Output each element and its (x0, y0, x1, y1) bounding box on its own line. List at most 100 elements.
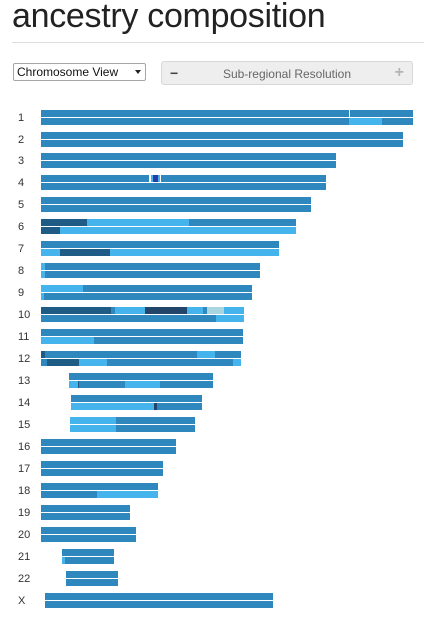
ancestry-segment[interactable] (348, 118, 383, 125)
strand-bottom (41, 183, 326, 190)
chromosome-21[interactable] (62, 549, 114, 565)
chromosome-label: 12 (18, 353, 31, 365)
ancestry-segment[interactable] (77, 381, 80, 388)
ancestry-segment[interactable] (125, 381, 160, 388)
ancestry-segment[interactable] (233, 359, 241, 366)
ancestry-segment[interactable] (79, 359, 107, 366)
ancestry-segment[interactable] (149, 175, 151, 182)
minus-icon[interactable]: − (170, 65, 179, 81)
ancestry-segment[interactable] (41, 337, 94, 344)
chromosome-label: 2 (18, 134, 25, 146)
strand-top (41, 241, 279, 248)
strand-bottom (41, 293, 252, 300)
chromosome-15[interactable] (70, 417, 195, 433)
ancestry-segment[interactable] (197, 351, 215, 358)
ancestry-segment[interactable] (41, 249, 61, 256)
ancestry-segment[interactable] (70, 417, 117, 424)
ancestry-segment[interactable] (187, 307, 204, 314)
strand-bottom (41, 205, 311, 212)
strand-top (41, 285, 252, 292)
chromosome-1[interactable] (41, 110, 413, 126)
strand-top (41, 461, 163, 468)
chromosome-18[interactable] (41, 483, 158, 499)
ancestry-segment[interactable] (60, 249, 110, 256)
chromosome-5[interactable] (41, 197, 311, 213)
chromosome-6[interactable] (41, 219, 296, 235)
chromosome-20[interactable] (41, 527, 136, 543)
ancestry-segment[interactable] (110, 249, 279, 256)
ancestry-segment[interactable] (62, 557, 66, 564)
ancestry-segment[interactable] (41, 227, 61, 234)
chromosome-8[interactable] (41, 263, 260, 279)
chromosome-label: 9 (18, 287, 25, 299)
ancestry-segment[interactable] (150, 175, 153, 182)
chromosome-22[interactable] (66, 571, 118, 587)
strand-bottom (41, 271, 260, 278)
strand-top (41, 351, 241, 358)
ancestry-segment[interactable] (207, 307, 224, 314)
chromosome-11[interactable] (41, 329, 243, 345)
chromosome-9[interactable] (41, 285, 252, 301)
chromosome-label: 19 (18, 507, 31, 519)
ancestry-segment[interactable] (215, 315, 244, 322)
chromosome-10[interactable] (41, 307, 244, 323)
ancestry-segment[interactable] (47, 359, 79, 366)
chromosome-12[interactable] (41, 351, 241, 367)
ancestry-segment[interactable] (60, 227, 296, 234)
resolution-label: Sub-regional Resolution (222, 67, 352, 81)
ancestry-segment[interactable] (348, 110, 351, 117)
ancestry-segment[interactable] (41, 263, 46, 270)
ancestry-segment[interactable] (158, 175, 161, 182)
chromosome-label: 1 (18, 112, 25, 124)
ancestry-segment[interactable] (223, 307, 244, 314)
strand-top (41, 307, 244, 314)
chromosome-2[interactable] (41, 132, 403, 148)
ancestry-segment[interactable] (41, 219, 87, 226)
chromosome-3[interactable] (41, 153, 336, 169)
chromosome-label: 11 (18, 331, 30, 343)
strand-top (41, 329, 243, 336)
chromosome-label: 7 (18, 243, 25, 255)
strand-top (41, 527, 136, 534)
chromosome-19[interactable] (41, 505, 130, 521)
ancestry-segment[interactable] (41, 271, 46, 278)
ancestry-segment[interactable] (115, 307, 145, 314)
title-divider (12, 42, 424, 43)
strand-bottom (66, 579, 118, 586)
ancestry-segment[interactable] (70, 425, 117, 432)
strand-top (41, 110, 413, 117)
ancestry-segment[interactable] (41, 351, 45, 358)
ancestry-segment[interactable] (153, 403, 157, 410)
chevron-down-icon (135, 70, 141, 74)
ancestry-segment[interactable] (69, 381, 78, 388)
strand-top (41, 175, 326, 182)
ancestry-segment[interactable] (41, 293, 45, 300)
strand-top (41, 153, 336, 160)
view-select[interactable]: Chromosome View (13, 63, 146, 81)
ancestry-segment[interactable] (153, 175, 159, 182)
chromosome-label: 14 (18, 397, 31, 409)
ancestry-segment[interactable] (41, 285, 84, 292)
chromosome-7[interactable] (41, 241, 279, 257)
chromosome-label: 20 (18, 529, 31, 541)
ancestry-segment[interactable] (144, 307, 188, 314)
ancestry-segment[interactable] (97, 491, 158, 498)
chromosome-13[interactable] (69, 373, 213, 389)
ancestry-segment[interactable] (41, 307, 112, 314)
chromosome-label: 22 (18, 573, 31, 585)
chromosome-14[interactable] (71, 395, 202, 411)
plus-icon[interactable]: + (394, 64, 404, 81)
ancestry-segment[interactable] (160, 175, 162, 182)
chromosome-label: 6 (18, 221, 25, 233)
strand-top (41, 505, 130, 512)
chromosome-17[interactable] (41, 461, 163, 477)
strand-bottom (41, 140, 403, 147)
chromosome-16[interactable] (41, 439, 176, 455)
chromosome-x[interactable] (45, 593, 273, 609)
strand-top (62, 549, 114, 556)
strand-top (66, 571, 118, 578)
view-select-value: Chromosome View (17, 65, 119, 79)
ancestry-segment[interactable] (86, 219, 189, 226)
chromosome-4[interactable] (41, 175, 326, 191)
ancestry-segment[interactable] (71, 403, 154, 410)
